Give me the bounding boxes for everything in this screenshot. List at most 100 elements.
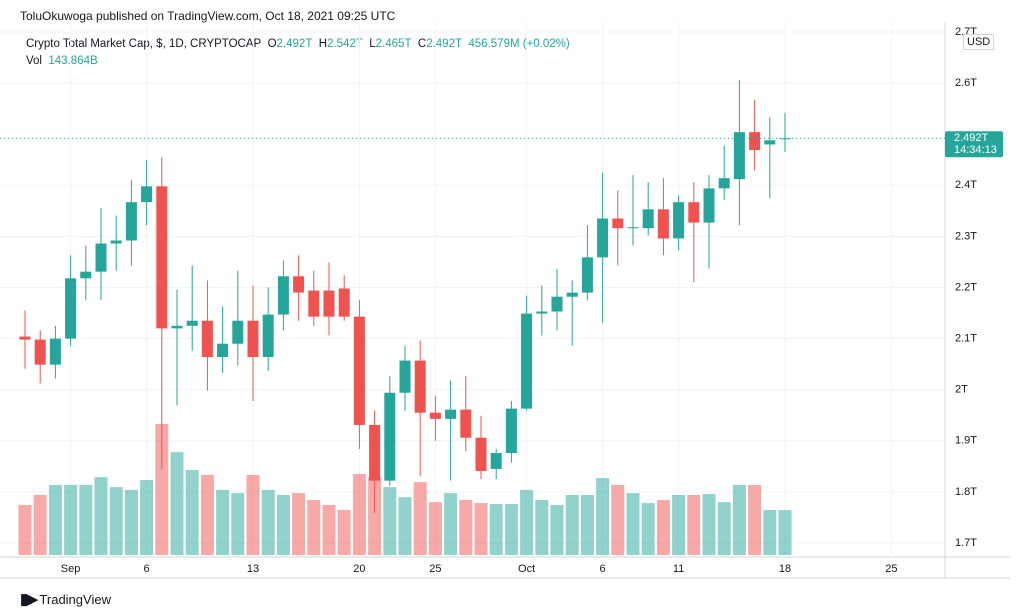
h-label: H [318, 38, 328, 50]
volume-bar [200, 474, 214, 555]
candle-body [460, 409, 472, 438]
volume-bar [261, 489, 275, 555]
volume-bar [368, 477, 382, 555]
candle-body [34, 339, 46, 365]
volume-bar [413, 482, 427, 555]
candle-body [156, 186, 168, 329]
volume-bar [626, 493, 640, 555]
candle-body [673, 202, 685, 239]
change: 456.579M (+0.02%) [468, 38, 570, 50]
candle-body [65, 278, 77, 339]
candle-body [642, 209, 654, 229]
volume-bar [489, 504, 503, 555]
candle-body [505, 408, 517, 454]
high: 2.542T [327, 38, 363, 50]
candle-body [293, 276, 305, 293]
candle-body [733, 132, 745, 180]
volume-bar [672, 494, 686, 555]
volume-bar [459, 499, 473, 555]
candle-body [384, 392, 396, 481]
low: 2.465T [375, 38, 412, 50]
candle-body [764, 140, 776, 145]
publish-note: ToluOkuwoga published on TradingView.com… [20, 9, 396, 23]
candle-body [399, 360, 411, 393]
x-tick-label: 6 [144, 563, 150, 575]
candle-body [277, 276, 289, 315]
candle-body [369, 424, 381, 481]
volume-bar [231, 493, 245, 555]
volume-bar [94, 477, 108, 555]
volume-bar [246, 474, 260, 555]
symbol: Crypto Total Market Cap, $, 1D, CRYPTOCA… [26, 38, 262, 50]
candle-body [110, 240, 122, 244]
y-tick-label: 2.6T [955, 77, 977, 89]
currency[interactable]: USD [963, 34, 995, 50]
x-tick-label: Oct [518, 563, 535, 575]
volume-bar [352, 474, 366, 555]
candle-body [612, 218, 624, 229]
candle-body [323, 290, 335, 317]
volume-bar [702, 494, 716, 555]
candle-body [80, 271, 92, 279]
volume-bar [611, 484, 625, 555]
volume-bar [778, 510, 792, 555]
volume-bar [565, 494, 579, 555]
x-tick-label: 6 [600, 563, 606, 575]
volume-bar [550, 504, 564, 555]
volume-bar [48, 484, 62, 555]
candle-body [125, 202, 137, 241]
c-label: C [417, 38, 427, 50]
y-tick-label: 1.9T [955, 435, 977, 447]
candle-body [718, 178, 730, 189]
volume-bar [687, 494, 701, 555]
candle-body [688, 202, 700, 223]
y-tick-label: 2.4T [955, 179, 977, 191]
candle-body [597, 218, 609, 258]
candle-body [429, 412, 441, 419]
brand: TradingView [39, 592, 111, 607]
volume-bar [656, 499, 670, 555]
volume-bar [596, 478, 610, 555]
volume-bar [33, 494, 47, 555]
candle-body [521, 313, 533, 409]
volume-bar [18, 504, 32, 555]
candle-body [536, 311, 548, 314]
volume-bar [641, 503, 655, 555]
candle-body [627, 227, 639, 229]
volume-bar [504, 504, 518, 555]
candle-body [475, 437, 487, 471]
candle-body [551, 296, 563, 312]
candle-body [490, 453, 502, 469]
candle-body [49, 338, 61, 365]
candle-body [581, 257, 593, 293]
y-tick-label: 2.3T [955, 230, 977, 242]
volume-bar [140, 479, 154, 555]
volume-bar [398, 497, 412, 555]
volume-bar [428, 502, 442, 555]
vol-row: Vol 143.864B [26, 53, 570, 70]
volume-bar [185, 469, 199, 555]
x-tick-label: 11 [673, 563, 684, 575]
x-tick-label: 25 [429, 563, 441, 575]
volume-bar [535, 499, 549, 555]
price-tag-countdown: 14:34:13 [954, 144, 997, 156]
candle-body [141, 186, 153, 203]
footer-logo: ▮▶ TradingView [20, 590, 111, 608]
volume-bar [307, 499, 321, 555]
volume-bar [337, 509, 351, 555]
candle-body [414, 360, 426, 413]
x-tick-label: Sep [61, 563, 81, 575]
y-tick-label: 2T [955, 384, 968, 396]
y-tick-label: 1.8T [955, 486, 977, 498]
candle-body [445, 409, 457, 419]
volume-bar [444, 493, 458, 555]
candle-body [353, 316, 365, 425]
candle-body [749, 132, 761, 151]
price-tag [945, 131, 1003, 158]
x-tick-label: 25 [885, 563, 897, 575]
candle-body [171, 325, 183, 329]
candle-body [232, 320, 244, 344]
volume-bar [79, 484, 93, 555]
volume-bar [763, 509, 777, 555]
